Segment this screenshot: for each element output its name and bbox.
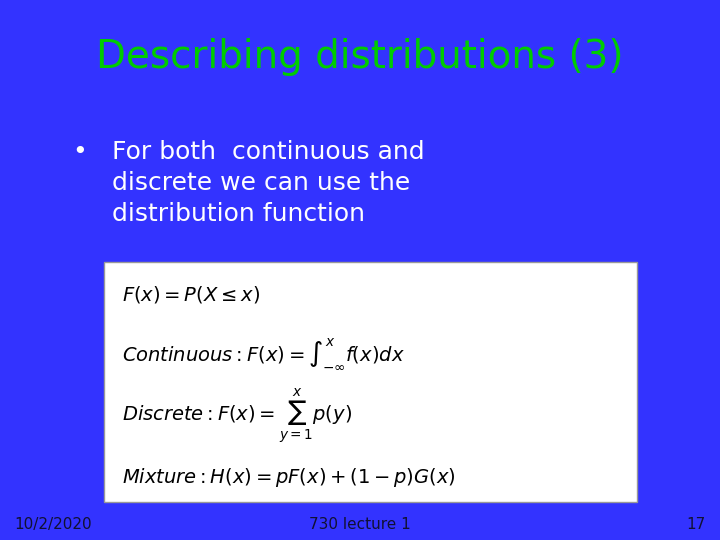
- Text: 10/2/2020: 10/2/2020: [14, 517, 92, 532]
- Text: $\mathit{Continuous} : F(x) = \int_{-\infty}^{x} f(x)dx$: $\mathit{Continuous} : F(x) = \int_{-\in…: [122, 336, 405, 371]
- FancyBboxPatch shape: [104, 262, 637, 502]
- Text: $F(x) = P(X \leq x)$: $F(x) = P(X \leq x)$: [122, 284, 261, 305]
- Text: •: •: [72, 140, 86, 164]
- Text: 17: 17: [686, 517, 706, 532]
- Text: 730 lecture 1: 730 lecture 1: [309, 517, 411, 532]
- Text: $\mathit{Mixture} : H(x) = pF(x) + (1-p)G(x)$: $\mathit{Mixture} : H(x) = pF(x) + (1-p)…: [122, 467, 456, 489]
- Text: Describing distributions (3): Describing distributions (3): [96, 38, 624, 76]
- Text: For both  continuous and
discrete we can use the
distribution function: For both continuous and discrete we can …: [112, 140, 424, 226]
- Text: $\mathit{Discrete} : F(x) = \sum_{y=1}^{x} p(y)$: $\mathit{Discrete} : F(x) = \sum_{y=1}^{…: [122, 387, 353, 444]
